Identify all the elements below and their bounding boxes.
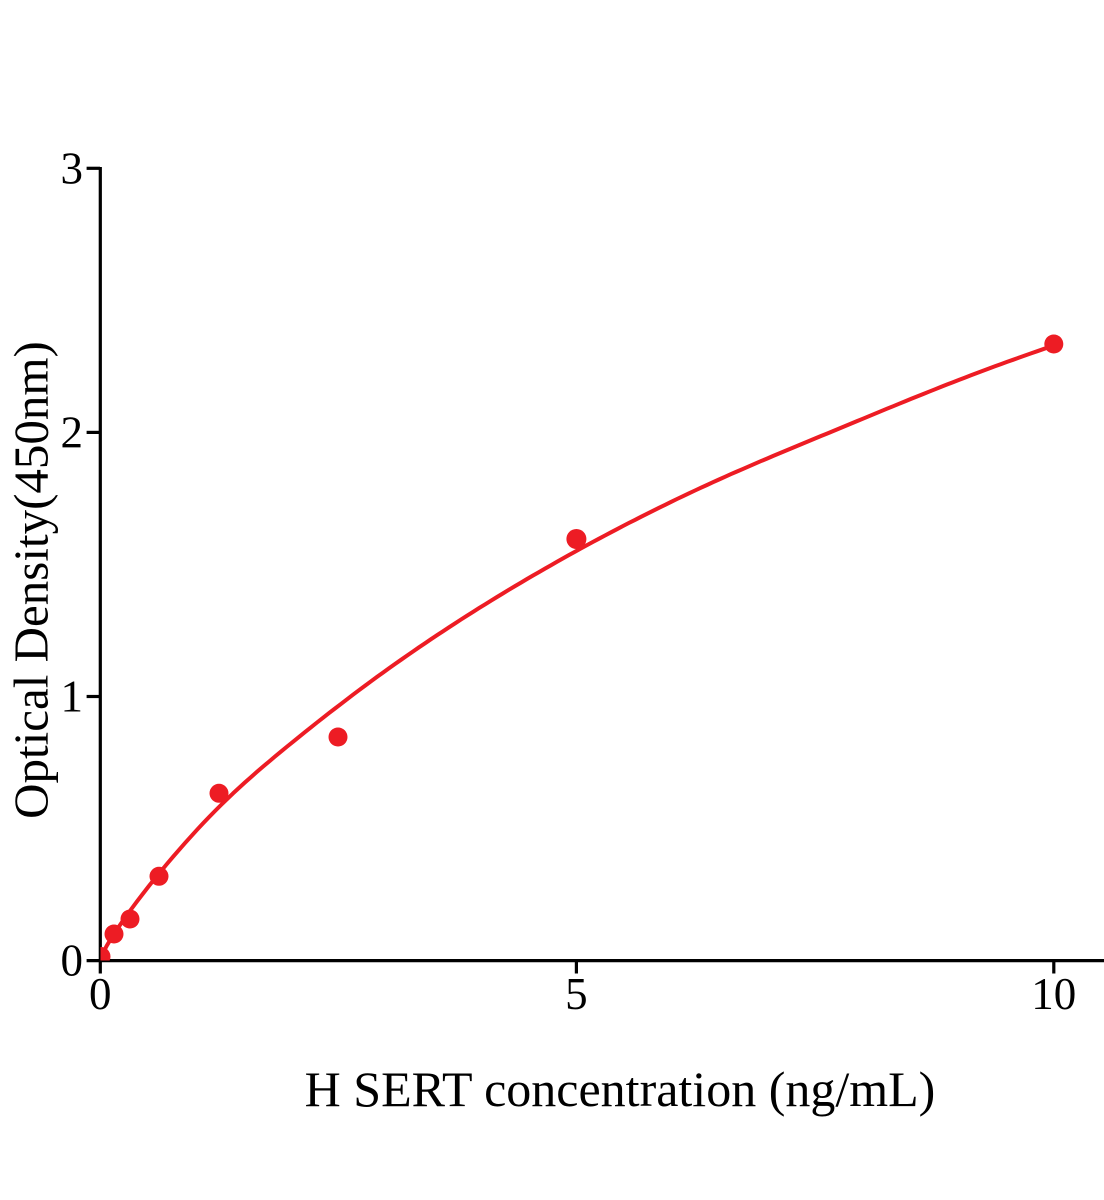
svg-text:3: 3 bbox=[61, 143, 84, 193]
svg-text:H SERT concentration (ng/mL): H SERT concentration (ng/mL) bbox=[305, 1061, 936, 1117]
svg-text:5: 5 bbox=[565, 969, 588, 1019]
svg-text:0: 0 bbox=[61, 936, 84, 986]
svg-text:2: 2 bbox=[61, 407, 84, 457]
svg-text:Optical Density(450nm): Optical Density(450nm) bbox=[4, 341, 59, 819]
svg-text:0: 0 bbox=[89, 969, 112, 1019]
svg-text:10: 10 bbox=[1031, 969, 1076, 1019]
svg-text:1: 1 bbox=[61, 672, 84, 722]
